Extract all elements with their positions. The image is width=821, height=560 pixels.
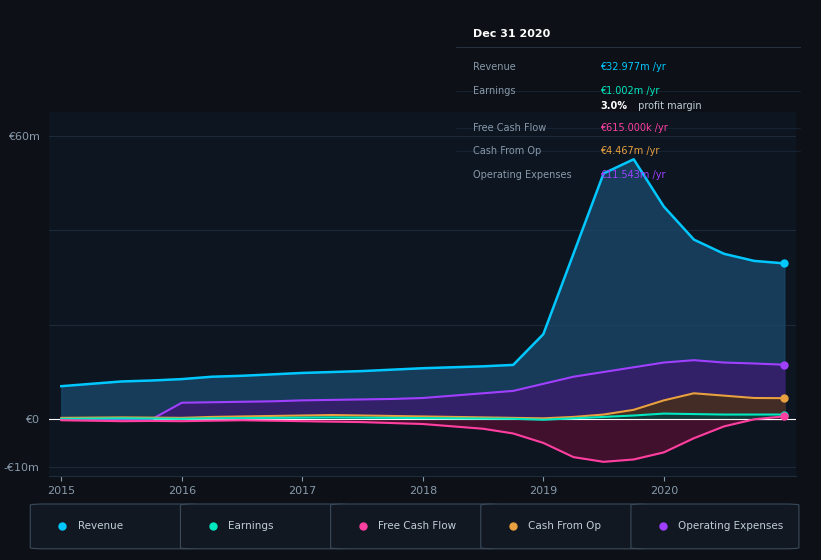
Text: Revenue: Revenue (473, 62, 516, 72)
Text: profit margin: profit margin (635, 101, 702, 111)
Text: €615.000k /yr: €615.000k /yr (600, 123, 668, 133)
FancyBboxPatch shape (631, 504, 799, 549)
Text: Cash From Op: Cash From Op (528, 521, 601, 531)
Text: Earnings: Earnings (227, 521, 273, 531)
Text: Operating Expenses: Operating Expenses (473, 170, 571, 180)
Text: Operating Expenses: Operating Expenses (678, 521, 783, 531)
FancyBboxPatch shape (181, 504, 348, 549)
FancyBboxPatch shape (331, 504, 498, 549)
Text: Dec 31 2020: Dec 31 2020 (473, 29, 550, 39)
Text: €11.543m /yr: €11.543m /yr (600, 170, 666, 180)
FancyBboxPatch shape (30, 504, 199, 549)
Text: Cash From Op: Cash From Op (473, 146, 541, 156)
Text: Free Cash Flow: Free Cash Flow (378, 521, 456, 531)
Text: €4.467m /yr: €4.467m /yr (600, 146, 660, 156)
Text: Revenue: Revenue (78, 521, 123, 531)
Text: Free Cash Flow: Free Cash Flow (473, 123, 546, 133)
FancyBboxPatch shape (481, 504, 649, 549)
Text: €32.977m /yr: €32.977m /yr (600, 62, 666, 72)
Text: €1.002m /yr: €1.002m /yr (600, 86, 660, 96)
Text: Earnings: Earnings (473, 86, 516, 96)
Text: 3.0%: 3.0% (600, 101, 627, 111)
